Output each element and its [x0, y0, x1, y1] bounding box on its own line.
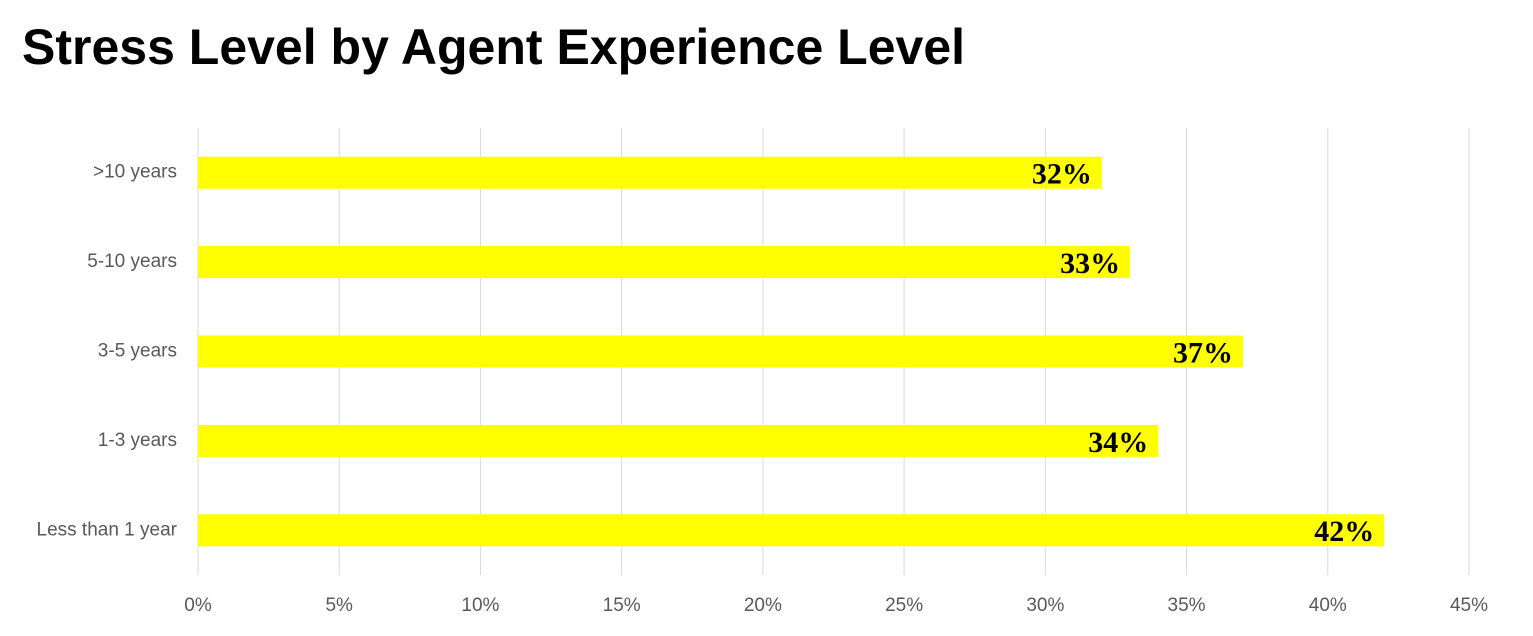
bar: [198, 514, 1385, 547]
x-tick-label: 35%: [1168, 595, 1206, 616]
bar: [198, 246, 1131, 279]
chart-title: Stress Level by Agent Experience Level: [22, 19, 965, 75]
x-tick-label: 5%: [325, 595, 353, 616]
value-label: 32%: [1032, 158, 1092, 191]
x-tick-label: 25%: [885, 595, 923, 616]
x-tick-label: 30%: [1026, 595, 1064, 616]
x-tick-label: 40%: [1309, 595, 1347, 616]
x-tick-label: 0%: [184, 595, 212, 616]
x-tick-label: 10%: [461, 595, 499, 616]
x-tick-label: 45%: [1450, 595, 1488, 616]
x-tick-label: 15%: [603, 595, 641, 616]
x-tick-label: 20%: [744, 595, 782, 616]
y-tick-label: 3-5 years: [98, 341, 177, 362]
bar: [198, 424, 1159, 457]
y-tick-label: >10 years: [93, 162, 177, 183]
bar: [198, 156, 1102, 189]
bar: [198, 335, 1244, 368]
value-label: 37%: [1173, 336, 1233, 369]
y-tick-label: Less than 1 year: [37, 519, 178, 540]
value-label: 34%: [1088, 426, 1148, 459]
y-tick-label: 5-10 years: [87, 251, 177, 272]
value-label: 33%: [1060, 247, 1120, 280]
value-label: 42%: [1314, 515, 1374, 548]
y-tick-label: 1-3 years: [98, 430, 177, 451]
